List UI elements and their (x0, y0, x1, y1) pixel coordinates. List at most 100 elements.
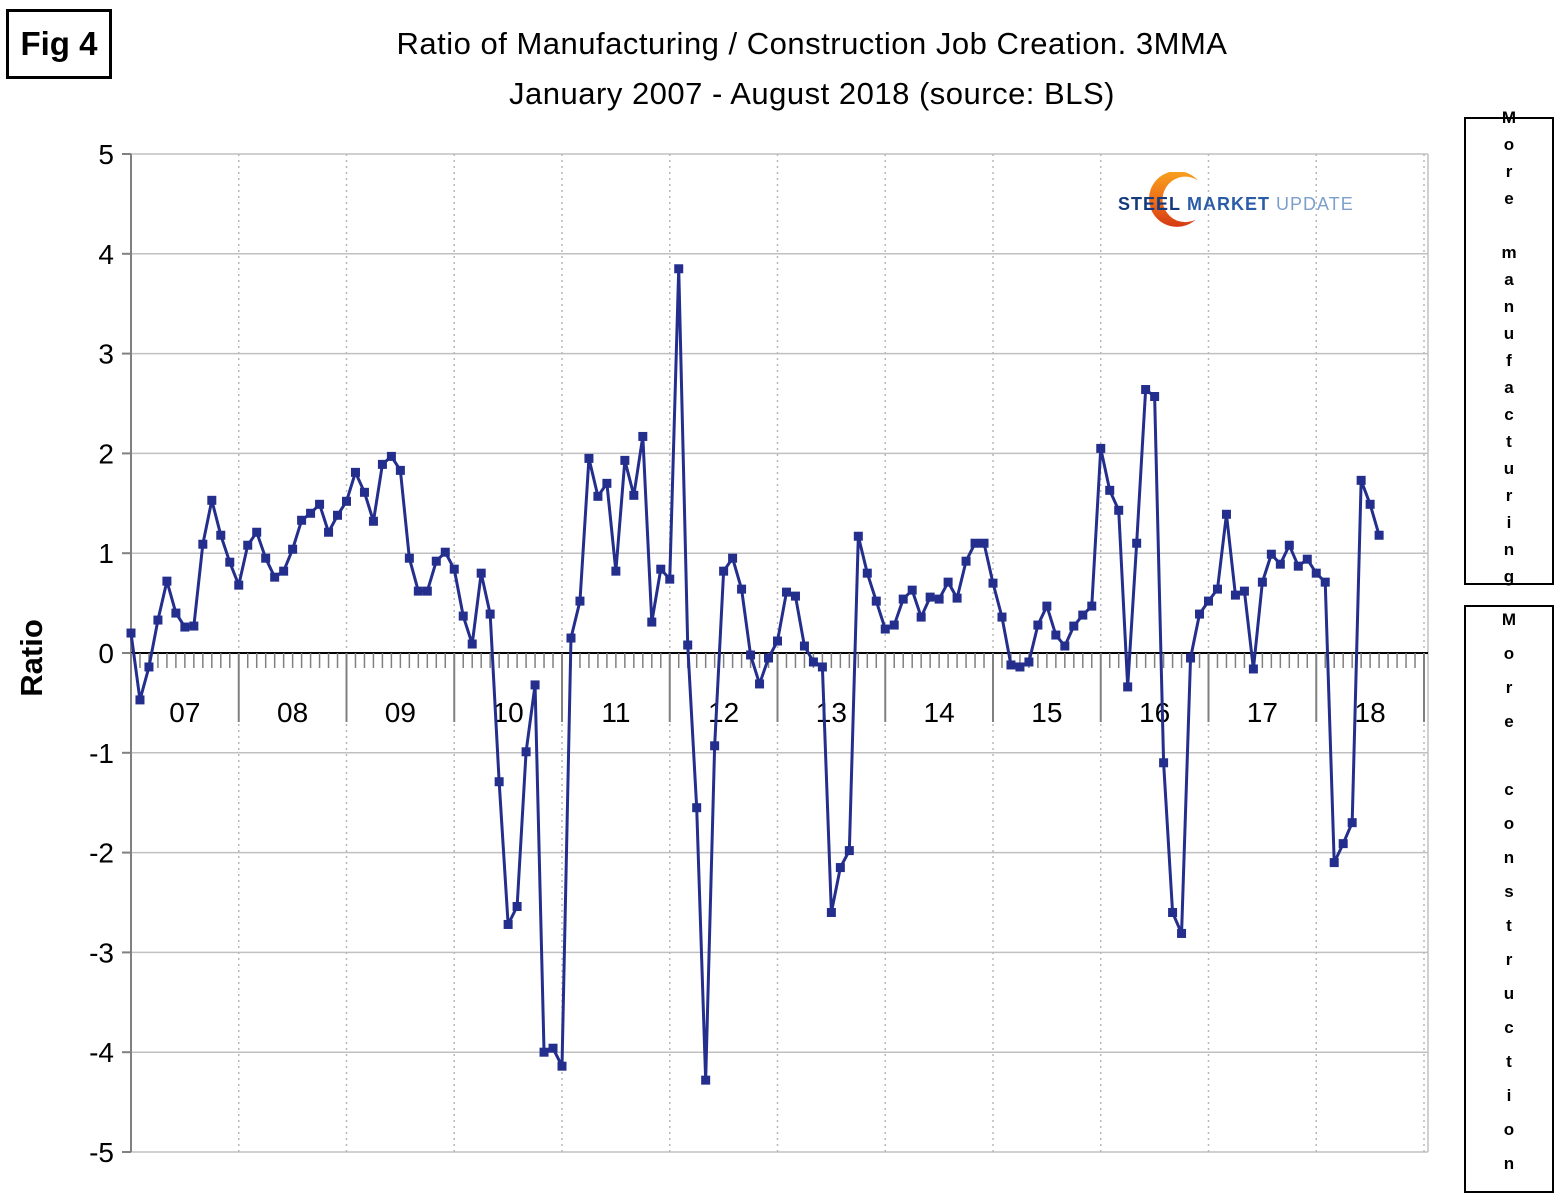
data-point-marker (1096, 443, 1106, 453)
data-point-marker (862, 568, 872, 578)
more-construction-label: More construction (1499, 610, 1519, 1188)
data-point-marker (746, 650, 756, 660)
data-point-marker (674, 264, 684, 274)
year-label: 16 (1139, 697, 1170, 728)
data-point-marker (773, 636, 782, 646)
data-point-marker (207, 495, 217, 505)
logo-word-steel: STEEL (1118, 194, 1182, 214)
y-tick-label: 3 (98, 339, 114, 370)
data-point-marker (333, 510, 343, 520)
data-point-marker (826, 907, 836, 917)
data-point-marker (880, 624, 890, 634)
data-point-marker (557, 1061, 567, 1071)
data-point-marker (1230, 590, 1240, 600)
y-tick-label: -5 (89, 1137, 114, 1168)
data-point-marker (1078, 610, 1088, 620)
data-point-marker (1347, 818, 1357, 828)
data-point-marker (1132, 538, 1142, 548)
data-point-marker (719, 566, 729, 576)
data-point-marker (1239, 586, 1249, 596)
data-point-marker (377, 459, 387, 469)
data-point-marker (1114, 505, 1124, 515)
data-point-marker (620, 455, 630, 465)
data-point-marker (979, 538, 989, 548)
year-label: 12 (708, 697, 739, 728)
data-point-marker (1123, 682, 1133, 692)
data-point-marker (1293, 561, 1303, 571)
data-point-marker (853, 531, 863, 541)
data-point-marker (1257, 577, 1267, 587)
data-point-marker (1105, 485, 1115, 495)
data-point-marker (359, 487, 369, 497)
data-point-marker (584, 453, 594, 463)
data-point-marker (638, 431, 648, 441)
data-point-marker (1069, 621, 1079, 631)
year-label: 07 (169, 697, 200, 728)
data-point-marker (512, 901, 522, 911)
data-point-marker (306, 508, 316, 518)
data-point-marker (494, 777, 504, 787)
data-point-marker (817, 662, 827, 672)
data-point-marker (279, 566, 289, 576)
data-point-marker (153, 615, 163, 625)
data-point-marker (243, 540, 253, 550)
data-point-marker (126, 628, 136, 638)
year-label: 10 (493, 697, 524, 728)
data-point-marker (647, 617, 657, 627)
data-point-marker (925, 592, 935, 602)
data-point-marker (342, 496, 351, 506)
data-point-marker (799, 641, 809, 651)
figure-label: Fig 4 (20, 25, 98, 62)
data-point-marker (252, 527, 262, 537)
data-point-marker (808, 657, 818, 667)
data-point-marker (1024, 657, 1034, 667)
data-point-marker (315, 499, 325, 509)
data-point-marker (539, 1047, 549, 1057)
data-point-marker (1204, 596, 1213, 606)
logo-text: STEEL MARKET UPDATE (1118, 194, 1354, 215)
data-point-marker (970, 538, 980, 548)
data-point-marker (413, 586, 423, 596)
year-label: 15 (1031, 697, 1062, 728)
data-point-marker (521, 747, 531, 757)
data-point-marker (135, 695, 145, 705)
data-point-marker (1320, 577, 1330, 587)
year-label: 17 (1247, 697, 1278, 728)
y-tick-label: 4 (98, 239, 114, 270)
data-point-marker (324, 527, 334, 537)
y-tick-label: -3 (89, 937, 114, 968)
data-point-marker (602, 478, 612, 488)
data-point-marker (790, 591, 800, 601)
data-point-marker (593, 491, 603, 501)
year-label: 11 (601, 697, 630, 728)
logo-crescent-icon (1149, 172, 1198, 227)
data-point-marker (755, 679, 765, 689)
logo-word-update: UPDATE (1276, 194, 1354, 214)
data-point-marker (386, 451, 396, 461)
data-point-marker (503, 919, 513, 929)
data-point-marker (449, 564, 459, 574)
data-point-marker (1177, 928, 1187, 938)
y-tick-label: 5 (98, 139, 114, 170)
data-point-marker (1168, 907, 1178, 917)
data-point-marker (710, 741, 720, 751)
data-point-marker (656, 564, 666, 574)
year-label: 08 (277, 697, 308, 728)
data-point-marker (261, 553, 271, 563)
y-tick-label: 1 (98, 538, 114, 569)
data-point-marker (988, 578, 998, 588)
data-point-marker (898, 594, 908, 604)
data-point-marker (728, 553, 738, 563)
data-point-marker (997, 612, 1007, 622)
y-tick-label: 2 (98, 438, 114, 469)
data-point-marker (1087, 601, 1097, 611)
data-point-marker (198, 539, 208, 549)
data-point-marker (629, 490, 639, 500)
data-point-marker (1006, 660, 1016, 670)
data-point-marker (458, 611, 468, 621)
data-point-marker (1033, 620, 1043, 630)
data-point-marker (225, 557, 235, 567)
data-point-marker (288, 544, 298, 554)
